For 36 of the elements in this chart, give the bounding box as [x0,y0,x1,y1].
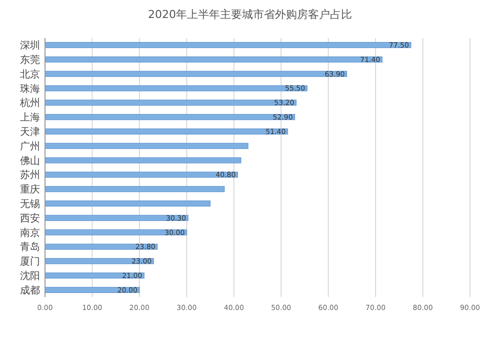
bar [44,214,188,221]
bar [44,200,211,206]
y-tick-label: 珠海 [20,82,40,95]
bar [44,70,347,77]
y-tick-label: 南京 [20,226,40,239]
bar [44,100,296,106]
y-tick-label: 苏州 [20,169,40,182]
bar [44,157,242,164]
bar [44,142,248,149]
bar [44,229,187,236]
y-tick-label: 无锡 [20,199,40,210]
y-tick-label: 青岛 [20,241,40,254]
bar [44,258,154,264]
bar [44,85,308,92]
y-tick-label: 上海 [20,112,40,124]
y-tick-label: 佛山 [20,154,40,167]
y-tick-label: 西安 [20,212,40,224]
bar [44,272,144,279]
bar [44,42,412,48]
bar [44,56,382,62]
y-tick-label: 沈阳 [20,270,40,282]
y-tick-label: 厦门 [20,256,40,268]
bar [44,128,288,134]
y-tick-label: 天津 [20,126,40,138]
y-tick-label: 深圳 [20,40,40,52]
y-tick-label: 北京 [20,68,40,80]
bar [44,186,225,192]
y-tick-label: 重庆 [20,184,40,196]
bar [44,244,158,250]
bar [44,172,238,178]
y-tick-label: 成都 [20,284,40,296]
chart-title: 2020年上半年主要城市省外购房客户占比 [148,8,352,21]
y-tick-label: 杭州 [19,97,40,110]
y-tick-label: 东莞 [20,54,40,66]
y-tick-label: 广州 [20,140,40,152]
bar [44,114,296,120]
